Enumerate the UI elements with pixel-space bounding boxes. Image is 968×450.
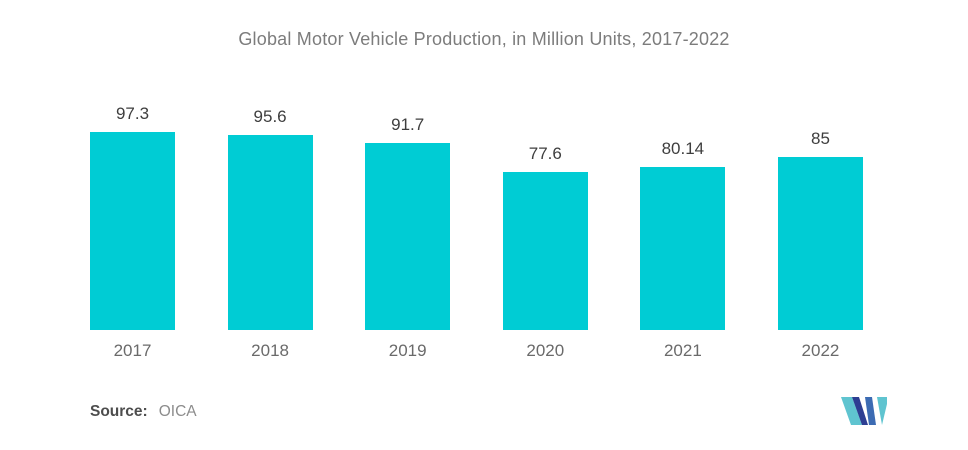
bar: [90, 132, 175, 330]
chart-title: Global Motor Vehicle Production, in Mill…: [238, 29, 730, 49]
bar: [777, 157, 863, 330]
logo-navy-diagonal-shape: [852, 397, 868, 425]
logo-teal-right-shape: [877, 397, 887, 425]
bar: [227, 135, 313, 330]
bar-value-label: 95.6: [253, 107, 287, 127]
logo-teal-left-shape: [841, 397, 862, 425]
source-row: Source: OICA: [90, 403, 197, 421]
logo-blue-bar-shape: [865, 397, 876, 425]
category-label: 2022: [801, 341, 840, 360]
category-label: 2019: [388, 341, 427, 360]
bar-value-label: 85: [811, 129, 830, 148]
bar-group: 80.14 2021: [640, 100, 726, 360]
bar-group: 91.7 2019: [365, 100, 451, 360]
mordor-intelligence-logo-icon: [841, 397, 887, 425]
bar-group: 95.6 2018: [227, 100, 313, 360]
bar-value-label: 91.7: [391, 115, 425, 135]
bar-group: 85 2022: [777, 100, 863, 360]
bar: [365, 143, 451, 330]
bar-value-label: 77.6: [528, 144, 562, 164]
bar-value-label: 80.14: [661, 138, 705, 158]
source-label: Source:: [90, 403, 148, 420]
category-label: 2017: [113, 341, 152, 360]
category-label: 2018: [251, 341, 289, 360]
bar-group: 97.3 2017: [90, 100, 175, 360]
bar-value-label: 97.3: [115, 104, 150, 123]
bar: [640, 166, 726, 330]
bar-chart: 97.3 2017 95.6 2018 91.7 2019 77.6 2020 80.14 202…: [90, 100, 863, 360]
category-label: 2020: [526, 341, 565, 360]
category-label: 2021: [663, 341, 702, 360]
bar-group: 77.6 2020: [502, 100, 588, 360]
bar: [502, 172, 588, 330]
source-value: OICA: [158, 403, 197, 420]
